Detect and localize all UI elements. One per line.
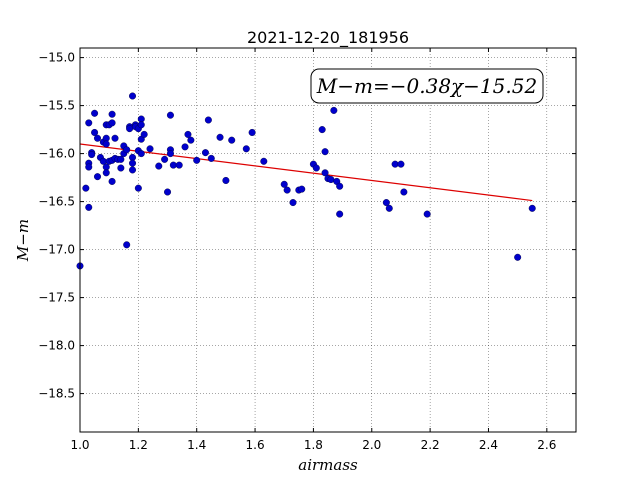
fit-line (79, 143, 533, 202)
data-point (123, 241, 131, 249)
data-point (108, 177, 116, 185)
data-point (397, 160, 405, 168)
y-tick-label: −18.5 (38, 387, 75, 401)
x-tick-label: 2.6 (537, 438, 556, 452)
y-tick-label: −16.5 (38, 195, 75, 209)
fit-equation-box: M−m=−0.38χ−15.52 (310, 68, 544, 104)
x-tick-label: 2.4 (479, 438, 498, 452)
data-point (336, 210, 344, 218)
data-point (216, 133, 224, 141)
data-point (321, 148, 329, 156)
data-point (140, 130, 148, 138)
x-tick-label: 2.0 (362, 438, 381, 452)
data-point (166, 111, 174, 119)
data-point (94, 173, 102, 181)
data-point (228, 136, 236, 144)
data-point (385, 204, 393, 212)
data-point (137, 121, 145, 129)
data-point (321, 169, 329, 177)
data-point (123, 146, 131, 154)
data-point (248, 128, 256, 136)
data-point (187, 136, 195, 144)
data-point (207, 154, 215, 162)
data-point (164, 188, 172, 196)
y-tick-label: −17.5 (38, 291, 75, 305)
data-point (94, 134, 102, 142)
axis-ticks: 1.0 1.2 1.4 1.6 1.8 2.0 2.2 2.4 2.6 −15.0 −15.5 −16… (38, 48, 576, 452)
y-tick-label: −15.0 (38, 51, 75, 65)
data-point (201, 149, 209, 157)
data-point (146, 145, 154, 153)
fit-line-layer (79, 143, 533, 202)
data-point (85, 163, 93, 171)
data-point (91, 128, 99, 136)
x-tick-label: 1.4 (187, 438, 206, 452)
plot-frame (79, 47, 577, 433)
fit-equation: M−m=−0.38χ−15.52 (316, 74, 537, 98)
data-point (111, 134, 119, 142)
x-tick-label: 1.0 (70, 438, 89, 452)
data-point (391, 160, 399, 168)
data-point (312, 164, 320, 172)
data-point (117, 164, 125, 172)
data-point (117, 155, 125, 163)
y-tick-label: −16.0 (38, 147, 75, 161)
data-point (184, 130, 192, 138)
data-point (161, 155, 169, 163)
data-point (330, 106, 338, 114)
data-point (289, 199, 297, 207)
data-point (99, 157, 107, 165)
data-point (327, 176, 335, 184)
data-point (423, 210, 431, 218)
x-tick-label: 2.2 (421, 438, 440, 452)
chart-title: 2021-12-20_181956 (247, 28, 409, 48)
x-tick-label: 1.6 (246, 438, 265, 452)
y-tick-label: −17.0 (38, 243, 75, 257)
data-point (102, 140, 110, 148)
data-point (108, 119, 116, 127)
data-point (82, 184, 90, 192)
data-point (204, 116, 212, 124)
data-point (260, 157, 268, 165)
data-point (336, 182, 344, 190)
data-point (137, 150, 145, 158)
data-point (175, 161, 183, 169)
y-tick-label: −18.0 (38, 339, 75, 353)
x-axis-label: airmass (298, 456, 358, 474)
data-point (514, 253, 522, 261)
equation-box-border (310, 68, 544, 104)
data-point (528, 204, 536, 212)
data-point (193, 156, 201, 164)
data-point (129, 92, 137, 100)
data-point (283, 186, 291, 194)
data-point (126, 125, 134, 133)
y-axis-label: M−m (14, 219, 32, 262)
data-point (88, 151, 96, 159)
data-point (382, 199, 390, 207)
data-point (298, 185, 306, 193)
data-point (280, 180, 288, 188)
data-point (108, 110, 116, 118)
data-point (181, 143, 189, 151)
data-point (85, 119, 93, 127)
data-point (169, 161, 177, 169)
x-tick-label: 1.2 (129, 438, 148, 452)
data-point (134, 184, 142, 192)
data-point (155, 162, 163, 170)
data-point (102, 169, 110, 177)
data-point (318, 126, 326, 134)
data-point (166, 150, 174, 158)
y-tick-label: −15.5 (38, 99, 75, 113)
data-point (129, 159, 137, 167)
x-tick-label: 1.8 (304, 438, 323, 452)
data-point (222, 176, 230, 184)
data-point (91, 109, 99, 117)
data-point (400, 188, 408, 196)
data-point (242, 145, 250, 153)
data-points (76, 92, 536, 270)
data-point (129, 166, 137, 174)
data-point (85, 203, 93, 211)
